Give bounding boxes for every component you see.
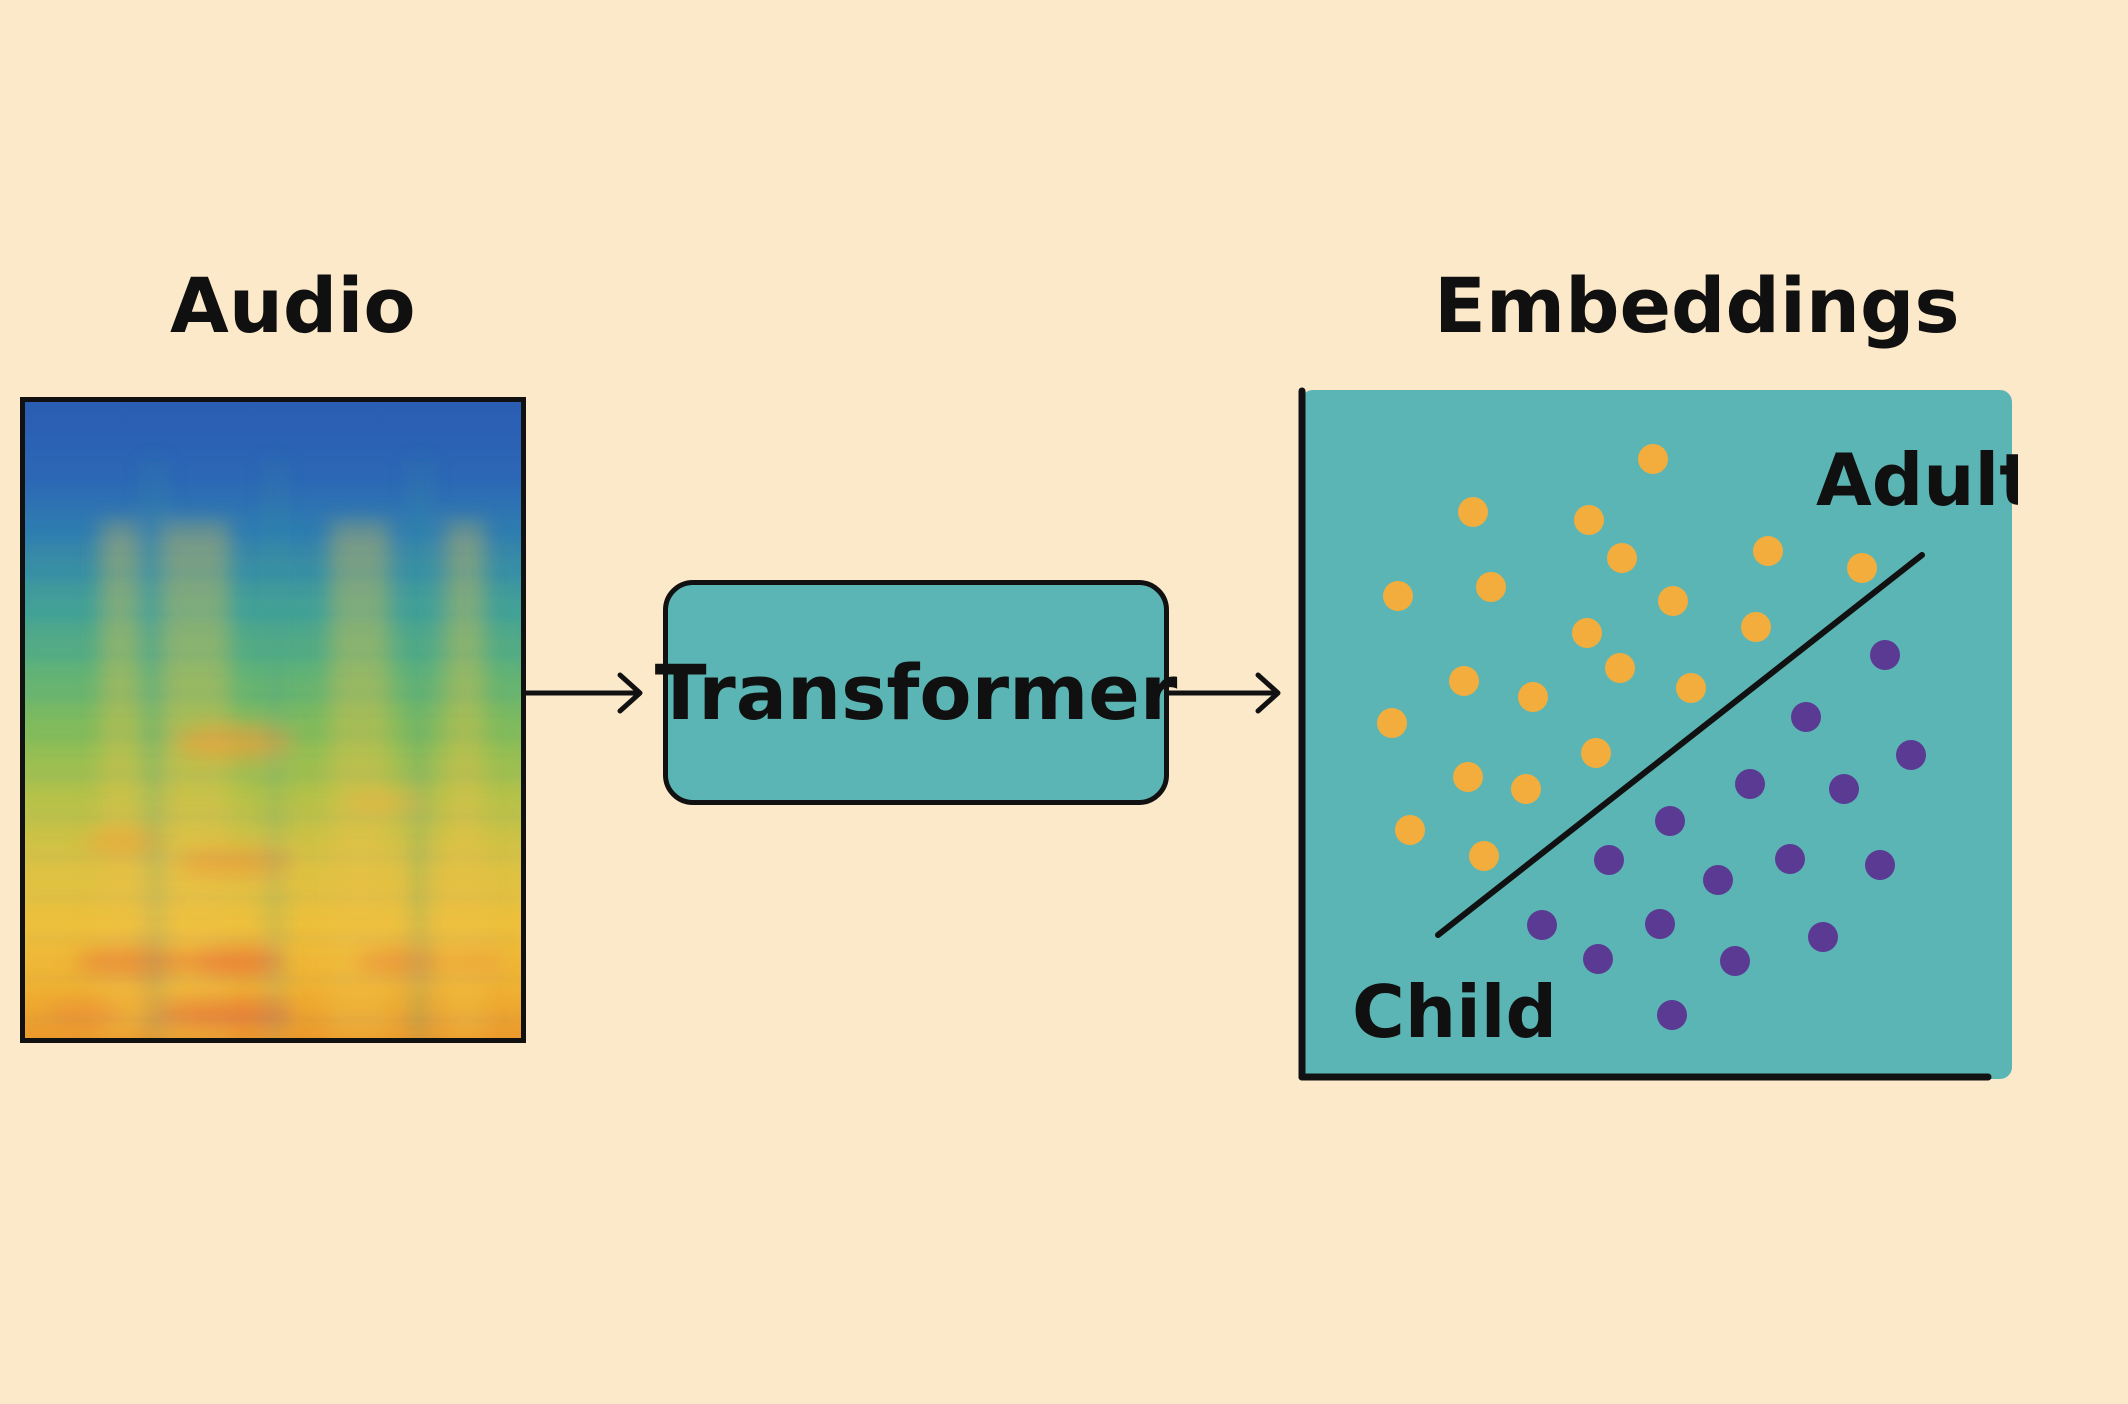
child-point xyxy=(1896,740,1926,770)
spectrogram-streak xyxy=(25,815,521,819)
adult-point xyxy=(1847,553,1877,583)
spectrogram-streak xyxy=(25,1004,521,1008)
child-point xyxy=(1655,806,1685,836)
spectrogram-streak xyxy=(25,910,521,913)
spectrogram-streak xyxy=(25,640,521,643)
adult-point xyxy=(1607,543,1637,573)
spectrogram-streak xyxy=(25,707,521,711)
spectrogram-streak xyxy=(25,964,521,967)
child-label: Child xyxy=(1352,970,1557,1054)
child-point xyxy=(1735,769,1765,799)
child-point xyxy=(1720,946,1750,976)
spectrogram-streak xyxy=(25,653,521,657)
adult-point xyxy=(1581,738,1611,768)
child-point xyxy=(1645,909,1675,939)
spectrogram-streak xyxy=(25,775,521,778)
spectrogram-streak xyxy=(25,991,521,994)
adult-point xyxy=(1511,774,1541,804)
transformer-label: Transformer xyxy=(654,648,1178,737)
adult-point xyxy=(1383,581,1413,611)
arrow-audio-to-transformer xyxy=(524,672,643,714)
adult-point xyxy=(1449,666,1479,696)
child-point xyxy=(1829,774,1859,804)
adult-point xyxy=(1638,444,1668,474)
child-point xyxy=(1703,865,1733,895)
audio-title: Audio xyxy=(170,261,416,350)
adult-point xyxy=(1676,673,1706,703)
child-points xyxy=(1527,640,1926,1030)
child-point xyxy=(1775,844,1805,874)
adult-point xyxy=(1458,497,1488,527)
adult-point xyxy=(1469,841,1499,871)
embedding-plot: Adult Child xyxy=(1298,387,2018,1081)
spectrogram-streak xyxy=(25,599,521,603)
spectrogram-streak xyxy=(25,694,521,697)
adult-point xyxy=(1605,653,1635,683)
spectrogram-streak xyxy=(25,856,521,859)
spectrogram-streak xyxy=(25,923,521,927)
spectrogram-formant xyxy=(175,848,295,876)
adult-points xyxy=(1377,444,1877,871)
adult-label: Adult xyxy=(1816,438,2018,522)
spectrogram-streak xyxy=(25,761,521,765)
spectrogram-streak xyxy=(25,532,521,535)
adult-point xyxy=(1518,682,1548,712)
adult-point xyxy=(1574,505,1604,535)
spectrogram-streak xyxy=(25,626,521,630)
adult-point xyxy=(1572,618,1602,648)
child-point xyxy=(1527,910,1557,940)
child-point xyxy=(1865,850,1895,880)
spectrogram-streak xyxy=(25,667,521,670)
spectrogram-streak xyxy=(25,613,521,616)
spectrogram-streak xyxy=(25,748,521,751)
spectrogram-streak xyxy=(25,572,521,576)
transformer-block: Transformer xyxy=(655,580,1177,805)
child-point xyxy=(1657,1000,1687,1030)
adult-point xyxy=(1453,762,1483,792)
adult-point xyxy=(1377,708,1407,738)
spectrogram-streak xyxy=(25,721,521,724)
spectrogram-formant xyxy=(445,950,505,974)
spectrogram-streak xyxy=(25,734,521,738)
spectrogram-streak xyxy=(25,883,521,886)
decision-boundary xyxy=(1435,552,1925,938)
adult-point xyxy=(1753,536,1783,566)
child-point xyxy=(1594,845,1624,875)
spectrogram-streak xyxy=(25,1031,521,1035)
spectrogram-streak xyxy=(25,802,521,805)
spectrogram-formant xyxy=(185,948,285,976)
spectrogram-streak xyxy=(25,586,521,589)
arrow-transformer-to-embeddings xyxy=(1168,672,1281,714)
adult-point xyxy=(1395,815,1425,845)
spectrogram-streak xyxy=(25,869,521,873)
spectrogram-streak xyxy=(25,1018,521,1021)
spectrogram-streak xyxy=(25,680,521,684)
spectrogram-streak xyxy=(25,950,521,954)
adult-point xyxy=(1658,586,1688,616)
spectrogram-formant xyxy=(355,950,445,974)
spectrogram-streak xyxy=(25,896,521,900)
spectrogram-streak xyxy=(25,829,521,832)
embeddings-title: Embeddings xyxy=(1434,261,1960,350)
spectrogram-streak xyxy=(25,559,521,562)
spectrogram-streak xyxy=(25,937,521,940)
spectrogram-texture xyxy=(25,462,521,1038)
spectrogram-streak xyxy=(25,788,521,792)
child-point xyxy=(1791,702,1821,732)
spectrogram-streak xyxy=(25,977,521,981)
adult-point xyxy=(1476,572,1506,602)
spectrogram-streak xyxy=(25,842,521,846)
child-point xyxy=(1870,640,1900,670)
child-point xyxy=(1808,922,1838,952)
child-point xyxy=(1583,944,1613,974)
spectrogram-streak xyxy=(25,545,521,549)
spectrogram xyxy=(20,397,526,1043)
adult-point xyxy=(1741,612,1771,642)
